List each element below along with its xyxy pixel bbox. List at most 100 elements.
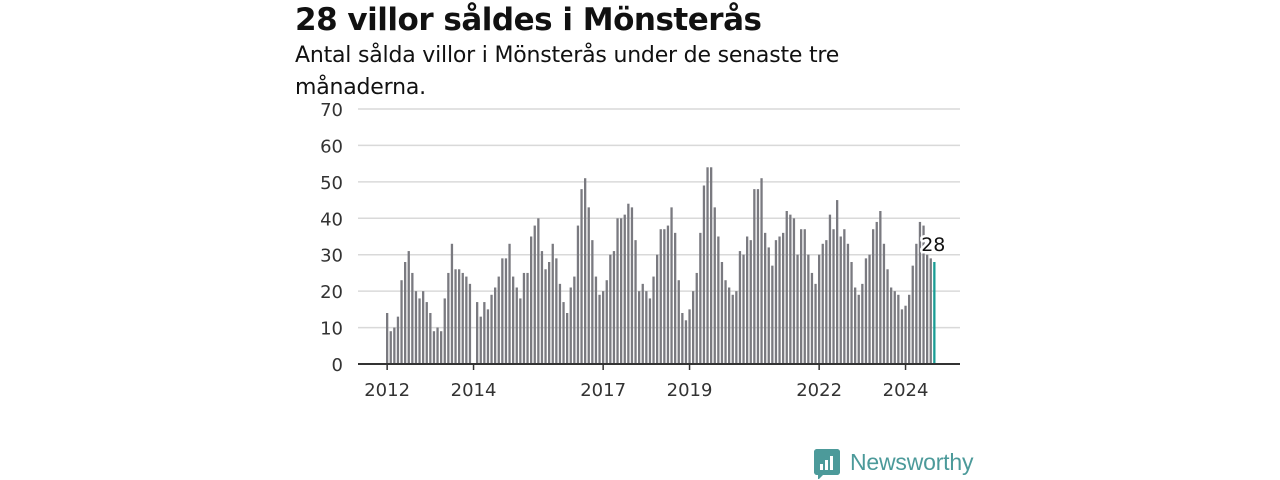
bar bbox=[724, 280, 727, 364]
bar bbox=[411, 272, 414, 364]
bar bbox=[490, 294, 493, 364]
bar bbox=[760, 178, 763, 364]
bar bbox=[458, 269, 461, 364]
latest-value-label: 28 bbox=[921, 234, 945, 256]
bar bbox=[548, 262, 551, 364]
y-tick-label: 50 bbox=[320, 173, 343, 194]
bar bbox=[533, 225, 536, 364]
bar bbox=[400, 280, 403, 364]
bar bbox=[774, 240, 778, 364]
bar bbox=[386, 313, 389, 364]
bar bbox=[461, 272, 464, 364]
bar bbox=[616, 218, 619, 364]
bar bbox=[681, 313, 684, 364]
bar bbox=[479, 316, 482, 364]
bar bbox=[900, 309, 904, 364]
bar bbox=[566, 313, 569, 364]
bar bbox=[814, 283, 817, 364]
bar bbox=[792, 218, 796, 364]
y-tick-label: 10 bbox=[320, 319, 343, 340]
chart-title: 28 villor såldes i Mönsterås bbox=[295, 2, 762, 38]
bar bbox=[638, 291, 641, 364]
bar bbox=[454, 269, 457, 364]
bar bbox=[756, 189, 760, 364]
bar bbox=[782, 232, 785, 364]
bar bbox=[850, 262, 853, 364]
bar bbox=[803, 229, 806, 364]
bar bbox=[468, 283, 472, 364]
bar bbox=[429, 313, 432, 364]
bar bbox=[486, 309, 490, 364]
bar bbox=[530, 236, 533, 364]
bar bbox=[713, 207, 716, 364]
bar bbox=[890, 287, 893, 364]
bar bbox=[515, 287, 518, 364]
bar bbox=[699, 232, 702, 364]
bar bbox=[918, 221, 922, 364]
bar bbox=[706, 167, 709, 364]
bar bbox=[634, 240, 637, 364]
bar bbox=[893, 291, 896, 364]
bar bbox=[908, 294, 911, 364]
bar bbox=[558, 283, 562, 364]
bar bbox=[854, 287, 857, 364]
chart-subtitle: Antal sålda villor i Mönsterås under de … bbox=[295, 43, 840, 100]
bar bbox=[573, 276, 576, 364]
bar bbox=[929, 258, 932, 364]
y-tick-label: 20 bbox=[320, 282, 343, 303]
y-axis-ticks: 0 10 20 30 40 50 60 70 bbox=[320, 100, 343, 376]
bar bbox=[886, 269, 889, 364]
bar bbox=[526, 272, 529, 364]
bar bbox=[450, 243, 454, 364]
bar-latest bbox=[933, 262, 936, 364]
bar bbox=[789, 214, 792, 364]
bars bbox=[386, 167, 936, 364]
bar bbox=[710, 167, 713, 364]
bar bbox=[670, 207, 673, 364]
bar bbox=[501, 258, 504, 364]
bar bbox=[389, 331, 392, 364]
bar bbox=[879, 211, 882, 364]
bar bbox=[926, 254, 929, 364]
bar bbox=[684, 320, 688, 364]
bar bbox=[821, 243, 824, 364]
bar bbox=[576, 225, 580, 364]
bar bbox=[828, 214, 832, 364]
bar bbox=[609, 254, 612, 364]
bar bbox=[512, 276, 515, 364]
bar bbox=[407, 251, 410, 364]
bar bbox=[630, 207, 634, 364]
bar bbox=[749, 240, 752, 364]
bar bbox=[832, 229, 835, 364]
bar bbox=[584, 178, 587, 364]
x-tick-label: 2019 bbox=[667, 380, 713, 401]
bar bbox=[771, 265, 774, 364]
bar bbox=[738, 251, 742, 364]
newsworthy-logo-icon bbox=[814, 449, 840, 479]
bar bbox=[735, 291, 738, 364]
bar bbox=[922, 225, 925, 364]
bar bbox=[742, 254, 745, 364]
bar bbox=[648, 298, 652, 364]
x-tick-label: 2024 bbox=[883, 380, 929, 401]
brand-logo: Newsworthy bbox=[814, 446, 974, 479]
bar bbox=[897, 294, 900, 364]
bar bbox=[522, 272, 526, 364]
bar bbox=[623, 214, 626, 364]
bar bbox=[656, 254, 659, 364]
y-tick-label: 70 bbox=[320, 100, 343, 121]
x-tick-label: 2022 bbox=[796, 380, 842, 401]
bar bbox=[504, 258, 508, 364]
y-tick-label: 30 bbox=[320, 246, 343, 267]
bar bbox=[868, 254, 871, 364]
brand-name: Newsworthy bbox=[850, 448, 974, 475]
x-tick-label: 2017 bbox=[580, 380, 626, 401]
bar bbox=[688, 309, 691, 364]
bar bbox=[659, 229, 662, 364]
bar bbox=[476, 302, 479, 364]
bar bbox=[551, 243, 554, 364]
bar bbox=[778, 236, 781, 364]
bar bbox=[836, 200, 839, 364]
